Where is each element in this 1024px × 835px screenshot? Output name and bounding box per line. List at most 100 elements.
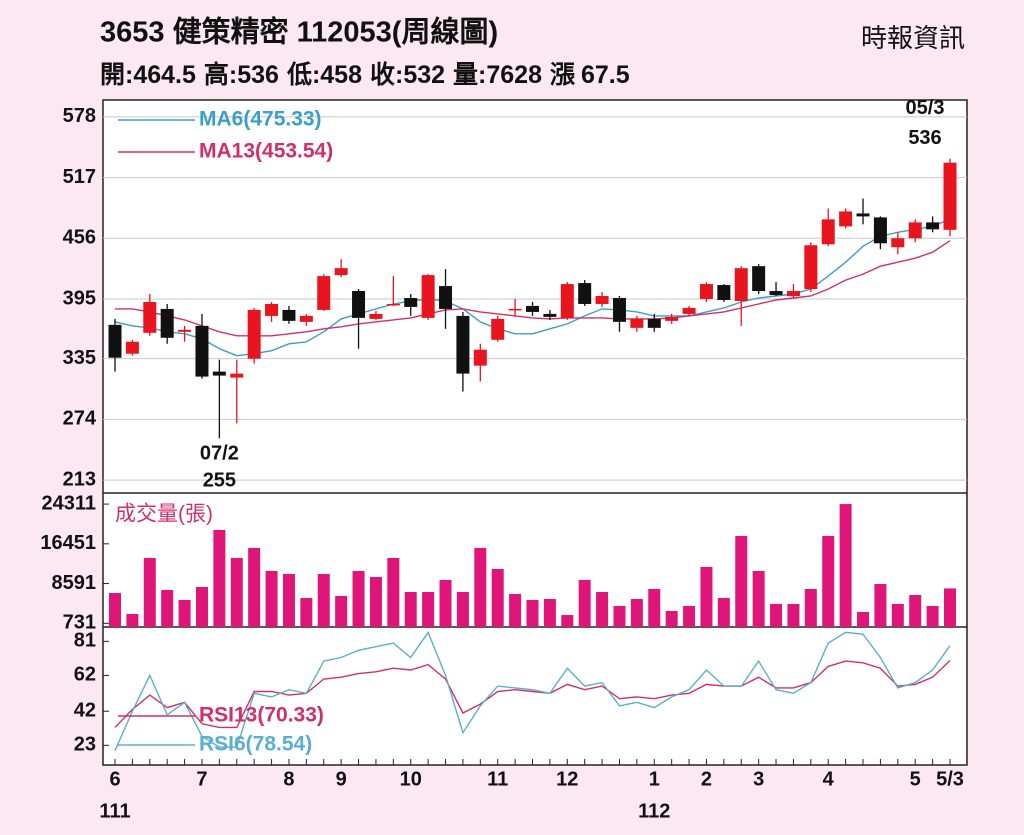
volume-bar: [857, 611, 870, 627]
legend-label: MA6(475.33): [199, 108, 322, 131]
candle-body: [908, 222, 922, 239]
x-tick-label: 5/3: [936, 768, 964, 790]
stat-label: 量:: [453, 61, 486, 89]
y-tick-label: 81: [74, 630, 96, 652]
candle-body: [682, 307, 696, 314]
volume-bar: [109, 592, 121, 627]
stat-label: 低:: [286, 61, 320, 89]
stat-value: 464.5: [133, 61, 196, 89]
x-tick-label: 10: [400, 768, 422, 790]
x-tick-label: 3: [753, 768, 764, 790]
y-tick-label: 517: [63, 166, 96, 188]
candle-body: [560, 284, 574, 318]
y-tick-label: 456: [63, 227, 96, 249]
candle-body: [317, 276, 331, 310]
volume-bar: [230, 557, 243, 627]
volume-bar: [161, 589, 174, 627]
volume-bar: [369, 576, 382, 627]
candle-body: [456, 315, 470, 374]
volume-bar: [509, 593, 522, 627]
candle-body: [108, 324, 122, 358]
annotation-date: 07/2: [200, 443, 239, 465]
candle-body: [334, 268, 348, 276]
x-tick-label: 4: [823, 768, 835, 790]
volume-bar: [648, 588, 661, 627]
x-tick-label: 5: [910, 768, 921, 790]
y-tick-label: 213: [63, 468, 96, 490]
volume-bar: [630, 598, 643, 627]
volume-bar: [909, 594, 922, 627]
y-tick-label: 335: [63, 347, 96, 369]
volume-bar: [613, 606, 626, 627]
volume-bar: [787, 603, 800, 627]
volume-bar: [474, 547, 487, 627]
year-label: 112: [638, 800, 670, 822]
volume-bar: [839, 504, 852, 627]
legend-label: MA13(453.54): [199, 140, 333, 163]
volume-bar: [596, 592, 609, 627]
candle-body: [873, 217, 887, 244]
stat-label: 收:: [370, 61, 403, 89]
candle-body: [212, 371, 226, 376]
chart-title: 3653 健策精密 112053(周線圖): [100, 15, 498, 49]
annotation-date: 05/3: [906, 97, 945, 119]
candle-body: [839, 211, 853, 227]
volume-bar: [804, 588, 817, 627]
y-tick-label: 395: [63, 287, 96, 309]
stat-value: 7628: [486, 61, 542, 89]
candle-body: [143, 301, 157, 333]
plot-frame: [102, 99, 968, 766]
volume-bar: [822, 535, 835, 627]
volume-bar: [561, 615, 574, 627]
x-tick-label: 2: [701, 768, 712, 790]
volume-bar: [526, 599, 539, 627]
candle-body: [125, 341, 139, 354]
candle-body: [821, 219, 835, 245]
candle-body: [421, 275, 435, 318]
volume-title: 成交量(張): [115, 503, 213, 526]
candle-body: [282, 309, 296, 321]
y-tick-label: 42: [74, 700, 96, 722]
volume-bar: [352, 570, 365, 627]
y-tick-label: 731: [63, 612, 96, 634]
candle-body: [386, 303, 400, 306]
candle-body: [804, 245, 818, 290]
stat-value: 536: [237, 61, 279, 89]
volume-bar: [387, 557, 400, 627]
stat-value: 67.5: [581, 61, 630, 89]
x-tick-label: 11: [487, 768, 508, 790]
year-label: 111: [99, 800, 130, 822]
candle-body: [769, 291, 783, 296]
y-tick-label: 24311: [41, 492, 96, 514]
volume-bar: [891, 603, 904, 627]
stat-label: 開:: [100, 61, 133, 89]
candle-body: [717, 285, 731, 300]
volume-bar: [944, 588, 956, 627]
candle-body: [943, 162, 957, 230]
volume-bar: [491, 569, 504, 627]
candle-body: [752, 266, 766, 292]
candle-body: [699, 284, 713, 299]
annotation-value: 255: [203, 470, 236, 492]
candle-body: [178, 329, 192, 332]
x-tick-label: 7: [196, 768, 207, 790]
volume-bar: [335, 596, 348, 627]
candle-body: [247, 309, 261, 359]
volume-bar: [874, 584, 887, 627]
volume-bar: [735, 535, 748, 627]
y-tick-label: 23: [74, 734, 96, 756]
candle-body: [473, 349, 487, 366]
volume-bar: [195, 587, 208, 627]
legend-label: RSI13(70.33): [199, 704, 324, 727]
x-tick-label: 12: [556, 768, 578, 790]
stats: 開:464.5 高:536 低:458 收:532 量:7628 漲 67.5: [100, 60, 630, 89]
candle-body: [612, 297, 626, 322]
volume-bar: [422, 592, 435, 627]
y-tick-label: 274: [63, 408, 97, 430]
y-tick-label: 62: [74, 664, 96, 686]
volume-bar: [439, 579, 452, 627]
volume-bar: [752, 570, 765, 627]
x-tick-label: 1: [649, 768, 660, 790]
candle-body: [856, 213, 870, 217]
